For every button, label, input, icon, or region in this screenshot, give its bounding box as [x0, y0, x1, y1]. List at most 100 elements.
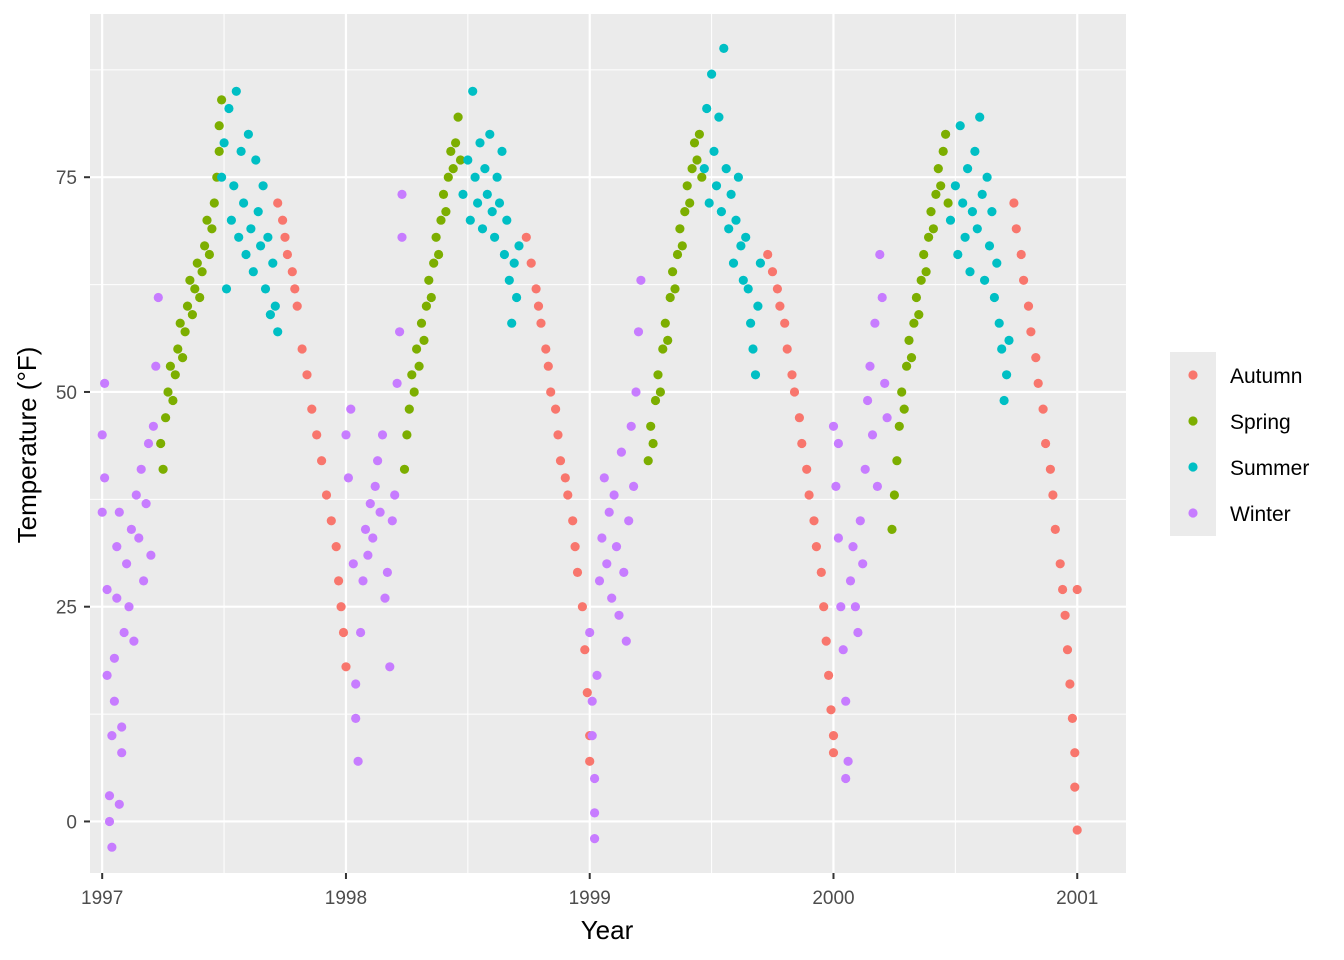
- data-point-winter: [838, 645, 848, 655]
- data-point-summer: [260, 284, 271, 294]
- data-point-winter: [377, 430, 388, 440]
- data-point-winter: [360, 524, 371, 535]
- data-point-autumn: [297, 344, 307, 354]
- data-points: [97, 43, 1082, 852]
- data-point-summer: [246, 224, 256, 234]
- data-point-summer: [945, 215, 956, 225]
- y-tick-label: 50: [56, 383, 77, 404]
- data-point-winter: [843, 756, 853, 766]
- data-point-summer: [731, 215, 741, 225]
- data-point-autumn: [1009, 198, 1019, 208]
- y-tick-label: 25: [56, 598, 77, 619]
- data-point-winter: [860, 464, 870, 474]
- data-point-spring: [404, 404, 414, 414]
- data-point-winter: [365, 499, 375, 509]
- data-point-autumn: [1070, 748, 1080, 758]
- data-point-winter: [602, 559, 612, 569]
- data-point-winter: [590, 834, 600, 844]
- data-point-summer: [485, 129, 495, 139]
- data-point-spring: [436, 215, 446, 225]
- data-point-spring: [414, 361, 424, 371]
- data-point-spring: [178, 353, 188, 363]
- data-point-autumn: [290, 284, 300, 294]
- data-point-winter: [626, 421, 636, 431]
- data-point-spring: [187, 310, 197, 320]
- data-point-summer: [509, 258, 519, 268]
- data-point-spring: [697, 172, 707, 182]
- data-point-winter: [850, 602, 861, 612]
- data-point-spring: [692, 155, 702, 165]
- data-point-spring: [909, 318, 919, 328]
- data-point-winter: [146, 550, 156, 560]
- data-point-spring: [165, 361, 175, 371]
- data-point-spring: [670, 284, 680, 294]
- data-point-autumn: [572, 567, 583, 578]
- data-point-summer: [967, 207, 978, 217]
- data-point-autumn: [570, 542, 580, 552]
- data-point-autumn: [282, 249, 292, 260]
- data-point-winter: [855, 516, 865, 526]
- data-point-autumn: [826, 705, 836, 715]
- data-point-spring: [921, 267, 931, 277]
- data-point-winter: [117, 722, 127, 732]
- data-point-winter: [833, 533, 844, 543]
- legend-key-point: [1188, 508, 1198, 518]
- data-point-winter: [872, 481, 883, 491]
- plot-panel: [90, 14, 1126, 873]
- data-point-spring: [446, 146, 456, 156]
- data-point-winter: [102, 670, 112, 681]
- data-point-summer: [746, 318, 756, 328]
- data-point-autumn: [1062, 645, 1073, 655]
- data-point-summer: [477, 224, 488, 234]
- data-point-spring: [894, 421, 904, 431]
- data-point-spring: [694, 129, 705, 139]
- data-point-winter: [870, 318, 880, 328]
- data-point-summer: [499, 249, 509, 260]
- data-point-spring: [936, 181, 946, 191]
- data-point-spring: [677, 241, 687, 251]
- data-point-winter: [348, 559, 358, 569]
- data-point-spring: [680, 207, 690, 217]
- data-point-autumn: [763, 249, 773, 260]
- data-point-spring: [650, 395, 661, 406]
- data-point-winter: [392, 378, 402, 388]
- data-point-summer: [726, 189, 736, 199]
- data-point-winter: [143, 438, 154, 449]
- data-point-summer: [234, 232, 244, 242]
- data-point-summer: [502, 215, 512, 225]
- data-point-summer: [226, 215, 236, 225]
- data-point-spring: [402, 430, 412, 440]
- data-point-winter: [100, 473, 110, 483]
- data-point-spring: [892, 456, 902, 466]
- data-point-summer: [721, 164, 731, 174]
- data-point-winter: [109, 696, 119, 706]
- data-point-winter: [124, 602, 134, 612]
- data-point-winter: [114, 799, 124, 809]
- data-point-winter: [104, 816, 115, 827]
- data-point-autumn: [531, 284, 541, 294]
- data-point-spring: [911, 292, 922, 303]
- data-point-autumn: [1038, 404, 1048, 414]
- data-point-summer: [248, 267, 258, 277]
- data-point-winter: [865, 361, 875, 371]
- data-point-winter: [368, 533, 378, 543]
- data-point-winter: [880, 378, 890, 388]
- data-point-summer: [743, 284, 753, 294]
- data-point-summer: [465, 215, 475, 225]
- data-point-spring: [928, 224, 939, 234]
- data-point-winter: [129, 636, 139, 646]
- data-point-spring: [938, 146, 948, 156]
- legend: Autumn Spring Summer Winter: [1170, 352, 1309, 536]
- x-tick-label: 1997: [81, 888, 123, 909]
- data-point-autumn: [1050, 524, 1060, 535]
- data-point-spring: [926, 207, 936, 217]
- data-point-winter: [604, 507, 614, 517]
- data-point-summer: [263, 232, 273, 242]
- data-point-spring: [182, 301, 193, 311]
- data-point-winter: [107, 842, 117, 852]
- data-point-winter: [624, 516, 634, 526]
- data-point-winter: [636, 275, 646, 285]
- data-point-spring: [648, 438, 658, 449]
- data-point-summer: [468, 86, 478, 96]
- data-point-winter: [104, 791, 115, 801]
